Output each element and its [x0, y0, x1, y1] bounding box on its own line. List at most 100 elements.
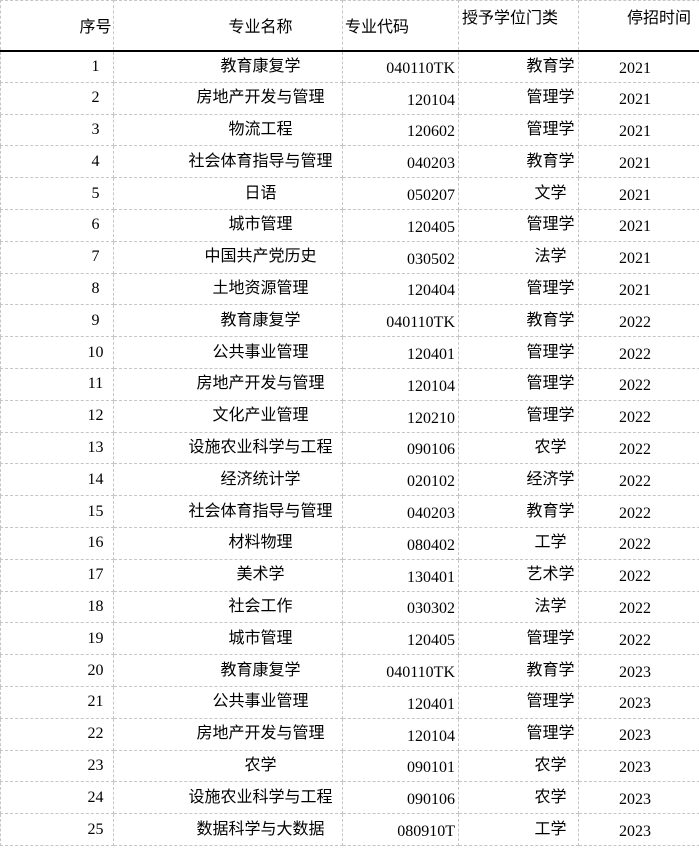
cell-stop-year[interactable]: 2021 [578, 177, 699, 210]
cell-major-code[interactable]: 080402 [342, 526, 459, 560]
cell-degree-category[interactable]: 经济学 [458, 463, 579, 497]
cell-index[interactable]: 5 [0, 177, 114, 210]
cell-degree-category[interactable]: 农学 [458, 431, 579, 465]
cell-major-code[interactable]: 120210 [342, 399, 459, 433]
cell-stop-year[interactable]: 2022 [578, 399, 699, 433]
cell-index[interactable]: 11 [0, 367, 114, 401]
cell-index[interactable]: 10 [0, 336, 114, 369]
cell-stop-year[interactable]: 2021 [578, 50, 699, 83]
column-header-degree-category[interactable]: 授予学位门类 [458, 0, 579, 52]
cell-degree-category[interactable]: 工学 [458, 526, 579, 560]
cell-major-code[interactable]: 090101 [342, 749, 459, 783]
cell-index[interactable]: 19 [0, 622, 114, 656]
cell-major-name[interactable]: 社会体育指导与管理 [113, 495, 343, 528]
column-header-index[interactable]: 序号 [0, 0, 114, 52]
column-header-major-code[interactable]: 专业代码 [342, 0, 459, 52]
cell-major-name[interactable]: 社会工作 [113, 590, 343, 624]
cell-major-name[interactable]: 公共事业管理 [113, 685, 343, 719]
cell-stop-year[interactable]: 2021 [578, 240, 699, 274]
cell-degree-category[interactable]: 管理学 [458, 717, 579, 751]
cell-index[interactable]: 13 [0, 431, 114, 465]
cell-major-code[interactable]: 050207 [342, 177, 459, 210]
cell-degree-category[interactable]: 法学 [458, 590, 579, 624]
cell-major-name[interactable]: 中国共产党历史 [113, 240, 343, 274]
cell-major-code[interactable]: 020102 [342, 463, 459, 497]
cell-stop-year[interactable]: 2023 [578, 781, 699, 815]
cell-major-name[interactable]: 教育康复学 [113, 304, 343, 338]
cell-degree-category[interactable]: 管理学 [458, 272, 579, 306]
cell-stop-year[interactable]: 2023 [578, 749, 699, 783]
cell-index[interactable]: 1 [0, 50, 114, 83]
cell-major-code[interactable]: 040110TK [342, 304, 459, 338]
cell-major-name[interactable]: 美术学 [113, 558, 343, 592]
cell-stop-year[interactable]: 2021 [578, 208, 699, 242]
cell-stop-year[interactable]: 2022 [578, 336, 699, 369]
cell-stop-year[interactable]: 2022 [578, 622, 699, 656]
cell-major-name[interactable]: 城市管理 [113, 622, 343, 656]
cell-major-code[interactable]: 090106 [342, 431, 459, 465]
cell-major-code[interactable]: 120602 [342, 113, 459, 147]
cell-major-name[interactable]: 房地产开发与管理 [113, 81, 343, 115]
cell-index[interactable]: 3 [0, 113, 114, 147]
cell-stop-year[interactable]: 2022 [578, 495, 699, 528]
cell-degree-category[interactable]: 管理学 [458, 685, 579, 719]
cell-major-name[interactable]: 农学 [113, 749, 343, 783]
cell-major-code[interactable]: 130401 [342, 558, 459, 592]
cell-index[interactable]: 9 [0, 304, 114, 338]
cell-major-name[interactable]: 设施农业科学与工程 [113, 431, 343, 465]
cell-major-code[interactable]: 040110TK [342, 654, 459, 687]
cell-index[interactable]: 14 [0, 463, 114, 497]
cell-major-code[interactable]: 120401 [342, 685, 459, 719]
cell-index[interactable]: 24 [0, 781, 114, 815]
column-header-major-name[interactable]: 专业名称 [113, 0, 343, 52]
cell-stop-year[interactable]: 2021 [578, 145, 699, 179]
cell-stop-year[interactable]: 2022 [578, 304, 699, 338]
cell-major-code[interactable]: 090106 [342, 781, 459, 815]
cell-major-name[interactable]: 房地产开发与管理 [113, 717, 343, 751]
cell-index[interactable]: 7 [0, 240, 114, 274]
cell-stop-year[interactable]: 2022 [578, 590, 699, 624]
cell-stop-year[interactable]: 2021 [578, 81, 699, 115]
cell-stop-year[interactable]: 2023 [578, 813, 699, 846]
cell-degree-category[interactable]: 农学 [458, 749, 579, 783]
cell-degree-category[interactable]: 艺术学 [458, 558, 579, 592]
cell-degree-category[interactable]: 教育学 [458, 495, 579, 528]
cell-index[interactable]: 4 [0, 145, 114, 179]
cell-major-name[interactable]: 经济统计学 [113, 463, 343, 497]
cell-degree-category[interactable]: 管理学 [458, 399, 579, 433]
cell-index[interactable]: 25 [0, 813, 114, 846]
cell-stop-year[interactable]: 2022 [578, 558, 699, 592]
cell-major-name[interactable]: 数据科学与大数据 [113, 813, 343, 846]
cell-index[interactable]: 21 [0, 685, 114, 719]
cell-major-name[interactable]: 房地产开发与管理 [113, 367, 343, 401]
cell-stop-year[interactable]: 2023 [578, 717, 699, 751]
cell-degree-category[interactable]: 管理学 [458, 208, 579, 242]
cell-major-name[interactable]: 物流工程 [113, 113, 343, 147]
cell-stop-year[interactable]: 2023 [578, 685, 699, 719]
cell-degree-category[interactable]: 农学 [458, 781, 579, 815]
cell-major-code[interactable]: 120104 [342, 367, 459, 401]
cell-major-name[interactable]: 城市管理 [113, 208, 343, 242]
cell-index[interactable]: 6 [0, 208, 114, 242]
cell-major-code[interactable]: 120404 [342, 272, 459, 306]
cell-major-code[interactable]: 040203 [342, 145, 459, 179]
cell-index[interactable]: 16 [0, 526, 114, 560]
cell-major-name[interactable]: 公共事业管理 [113, 336, 343, 369]
cell-stop-year[interactable]: 2022 [578, 367, 699, 401]
cell-major-code[interactable]: 120104 [342, 717, 459, 751]
cell-major-code[interactable]: 030302 [342, 590, 459, 624]
cell-stop-year[interactable]: 2022 [578, 463, 699, 497]
cell-stop-year[interactable]: 2022 [578, 526, 699, 560]
cell-major-name[interactable]: 社会体育指导与管理 [113, 145, 343, 179]
cell-major-name[interactable]: 设施农业科学与工程 [113, 781, 343, 815]
cell-stop-year[interactable]: 2023 [578, 654, 699, 687]
cell-degree-category[interactable]: 工学 [458, 813, 579, 846]
cell-stop-year[interactable]: 2021 [578, 272, 699, 306]
cell-major-name[interactable]: 文化产业管理 [113, 399, 343, 433]
cell-major-code[interactable]: 040203 [342, 495, 459, 528]
cell-degree-category[interactable]: 文学 [458, 177, 579, 210]
cell-major-name[interactable]: 日语 [113, 177, 343, 210]
cell-degree-category[interactable]: 管理学 [458, 336, 579, 369]
cell-index[interactable]: 20 [0, 654, 114, 687]
cell-major-code[interactable]: 040110TK [342, 50, 459, 83]
